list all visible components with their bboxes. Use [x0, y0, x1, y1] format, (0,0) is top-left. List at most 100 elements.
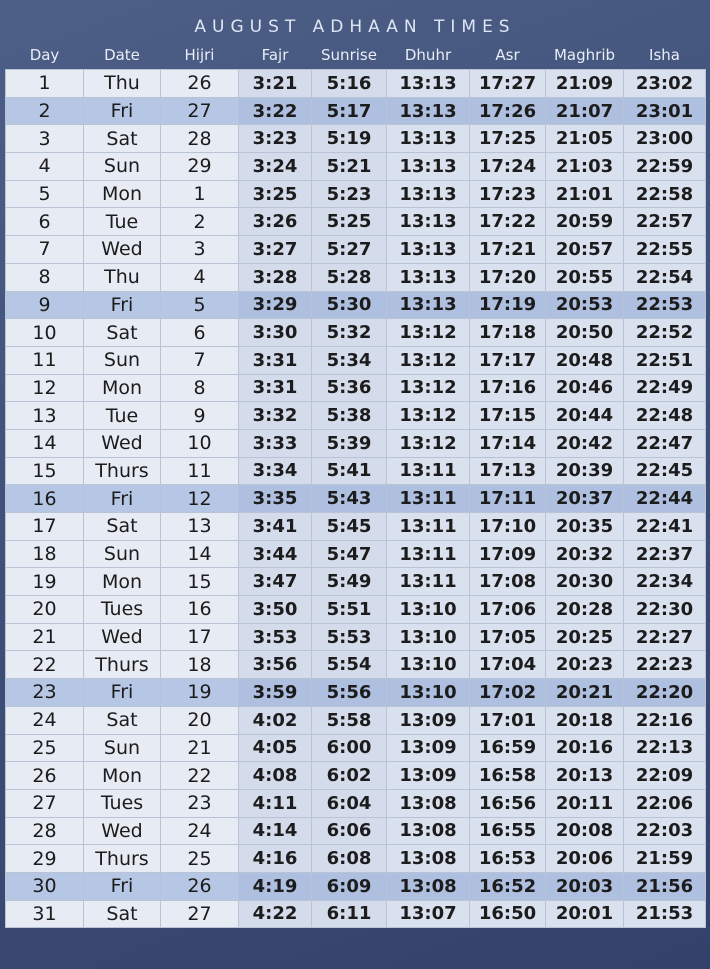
- cell-dhuhr: 13:13: [386, 96, 470, 126]
- cell-maghrib: 20:18: [545, 705, 624, 735]
- cell-date: Tue: [83, 207, 161, 237]
- cell-hijri: 26: [160, 871, 239, 901]
- cell-fajr: 4:16: [238, 844, 312, 873]
- cell-day: 13: [5, 401, 84, 430]
- cell-asr: 17:11: [469, 484, 546, 513]
- cell-fajr: 3:23: [238, 124, 312, 154]
- cell-asr: 17:10: [469, 512, 546, 541]
- table-row: 26 Mon 22 4:08 6:02 13:09 16:58 20:13 22:09: [5, 761, 706, 790]
- cell-hijri: 25: [160, 844, 239, 873]
- cell-date: Fri: [83, 678, 161, 707]
- cell-date: Thurs: [83, 456, 161, 486]
- cell-fajr: 3:26: [238, 207, 312, 237]
- cell-asr: 16:56: [469, 788, 546, 818]
- cell-asr: 16:58: [469, 761, 546, 790]
- column-header-isha: Isha: [649, 46, 680, 64]
- cell-day: 26: [5, 761, 84, 790]
- cell-hijri: 13: [160, 512, 239, 541]
- table-row: 18 Sun 14 3:44 5:47 13:11 17:09 20:32 22:37: [5, 539, 706, 569]
- table-row: 4 Sun 29 3:24 5:21 13:13 17:24 21:03 22:59: [5, 152, 706, 181]
- cell-fajr: 3:27: [238, 235, 312, 264]
- cell-isha: 22:44: [623, 484, 706, 513]
- cell-day: 10: [5, 318, 84, 347]
- cell-maghrib: 20:42: [545, 428, 624, 458]
- cell-isha: 22:20: [623, 678, 706, 707]
- cell-sunrise: 5:41: [311, 456, 387, 486]
- cell-sunrise: 6:06: [311, 816, 387, 846]
- cell-asr: 17:25: [469, 124, 546, 154]
- table-row: 14 Wed 10 3:33 5:39 13:12 17:14 20:42 22:47: [5, 428, 706, 458]
- cell-date: Sun: [83, 152, 161, 181]
- cell-day: 4: [5, 152, 84, 181]
- cell-asr: 17:21: [469, 235, 546, 264]
- cell-dhuhr: 13:10: [386, 622, 470, 652]
- cell-date: Wed: [83, 816, 161, 846]
- cell-sunrise: 5:30: [311, 290, 387, 320]
- cell-maghrib: 20:25: [545, 622, 624, 652]
- cell-sunrise: 6:08: [311, 844, 387, 873]
- cell-asr: 17:09: [469, 539, 546, 569]
- cell-isha: 22:27: [623, 622, 706, 652]
- cell-day: 11: [5, 345, 84, 375]
- table-row: 27 Tues 23 4:11 6:04 13:08 16:56 20:11 22:06: [5, 788, 706, 818]
- cell-dhuhr: 13:13: [386, 69, 470, 98]
- cell-day: 29: [5, 844, 84, 873]
- cell-isha: 22:54: [623, 262, 706, 292]
- cell-fajr: 4:05: [238, 733, 312, 763]
- column-header-dhuhr: Dhuhr: [404, 46, 452, 64]
- cell-dhuhr: 13:08: [386, 816, 470, 846]
- cell-date: Tue: [83, 401, 161, 430]
- cell-dhuhr: 13:10: [386, 650, 470, 680]
- table-row: 11 Sun 7 3:31 5:34 13:12 17:17 20:48 22:51: [5, 345, 706, 375]
- column-header-fajr: Fajr: [261, 46, 289, 64]
- cell-maghrib: 20:35: [545, 512, 624, 541]
- table-row: 28 Wed 24 4:14 6:06 13:08 16:55 20:08 22:03: [5, 816, 706, 846]
- cell-date: Mon: [83, 179, 161, 209]
- table-row: 9 Fri 5 3:29 5:30 13:13 17:19 20:53 22:53: [5, 290, 706, 320]
- cell-day: 30: [5, 871, 84, 901]
- cell-dhuhr: 13:13: [386, 235, 470, 264]
- cell-isha: 22:55: [623, 235, 706, 264]
- cell-fajr: 3:32: [238, 401, 312, 430]
- cell-fajr: 3:31: [238, 345, 312, 375]
- cell-isha: 22:52: [623, 318, 706, 347]
- cell-hijri: 27: [160, 96, 239, 126]
- table-row: 17 Sat 13 3:41 5:45 13:11 17:10 20:35 22:41: [5, 512, 706, 541]
- cell-maghrib: 20:08: [545, 816, 624, 846]
- cell-fajr: 3:30: [238, 318, 312, 347]
- cell-hijri: 28: [160, 124, 239, 154]
- table-row: 10 Sat 6 3:30 5:32 13:12 17:18 20:50 22:52: [5, 318, 706, 347]
- cell-date: Fri: [83, 484, 161, 513]
- cell-dhuhr: 13:09: [386, 761, 470, 790]
- cell-fajr: 3:56: [238, 650, 312, 680]
- cell-sunrise: 5:28: [311, 262, 387, 292]
- cell-maghrib: 21:09: [545, 69, 624, 98]
- table-row: 19 Mon 15 3:47 5:49 13:11 17:08 20:30 22:34: [5, 567, 706, 597]
- table-row: 25 Sun 21 4:05 6:00 13:09 16:59 20:16 22:13: [5, 733, 706, 763]
- cell-hijri: 6: [160, 318, 239, 347]
- cell-sunrise: 5:32: [311, 318, 387, 347]
- cell-isha: 23:02: [623, 69, 706, 98]
- table-row: 2 Fri 27 3:22 5:17 13:13 17:26 21:07 23:01: [5, 96, 706, 126]
- cell-sunrise: 5:56: [311, 678, 387, 707]
- cell-asr: 16:55: [469, 816, 546, 846]
- cell-sunrise: 5:25: [311, 207, 387, 237]
- cell-isha: 22:37: [623, 539, 706, 569]
- cell-sunrise: 5:53: [311, 622, 387, 652]
- cell-sunrise: 5:54: [311, 650, 387, 680]
- cell-asr: 17:16: [469, 373, 546, 403]
- cell-sunrise: 5:36: [311, 373, 387, 403]
- cell-maghrib: 20:55: [545, 262, 624, 292]
- cell-hijri: 12: [160, 484, 239, 513]
- table-row: 7 Wed 3 3:27 5:27 13:13 17:21 20:57 22:55: [5, 235, 706, 264]
- cell-hijri: 1: [160, 179, 239, 209]
- table-row: 21 Wed 17 3:53 5:53 13:10 17:05 20:25 22:27: [5, 622, 706, 652]
- cell-fajr: 3:28: [238, 262, 312, 292]
- cell-asr: 17:15: [469, 401, 546, 430]
- cell-date: Sat: [83, 512, 161, 541]
- cell-maghrib: 20:32: [545, 539, 624, 569]
- cell-isha: 22:57: [623, 207, 706, 237]
- cell-day: 19: [5, 567, 84, 597]
- cell-hijri: 20: [160, 705, 239, 735]
- cell-fajr: 3:33: [238, 428, 312, 458]
